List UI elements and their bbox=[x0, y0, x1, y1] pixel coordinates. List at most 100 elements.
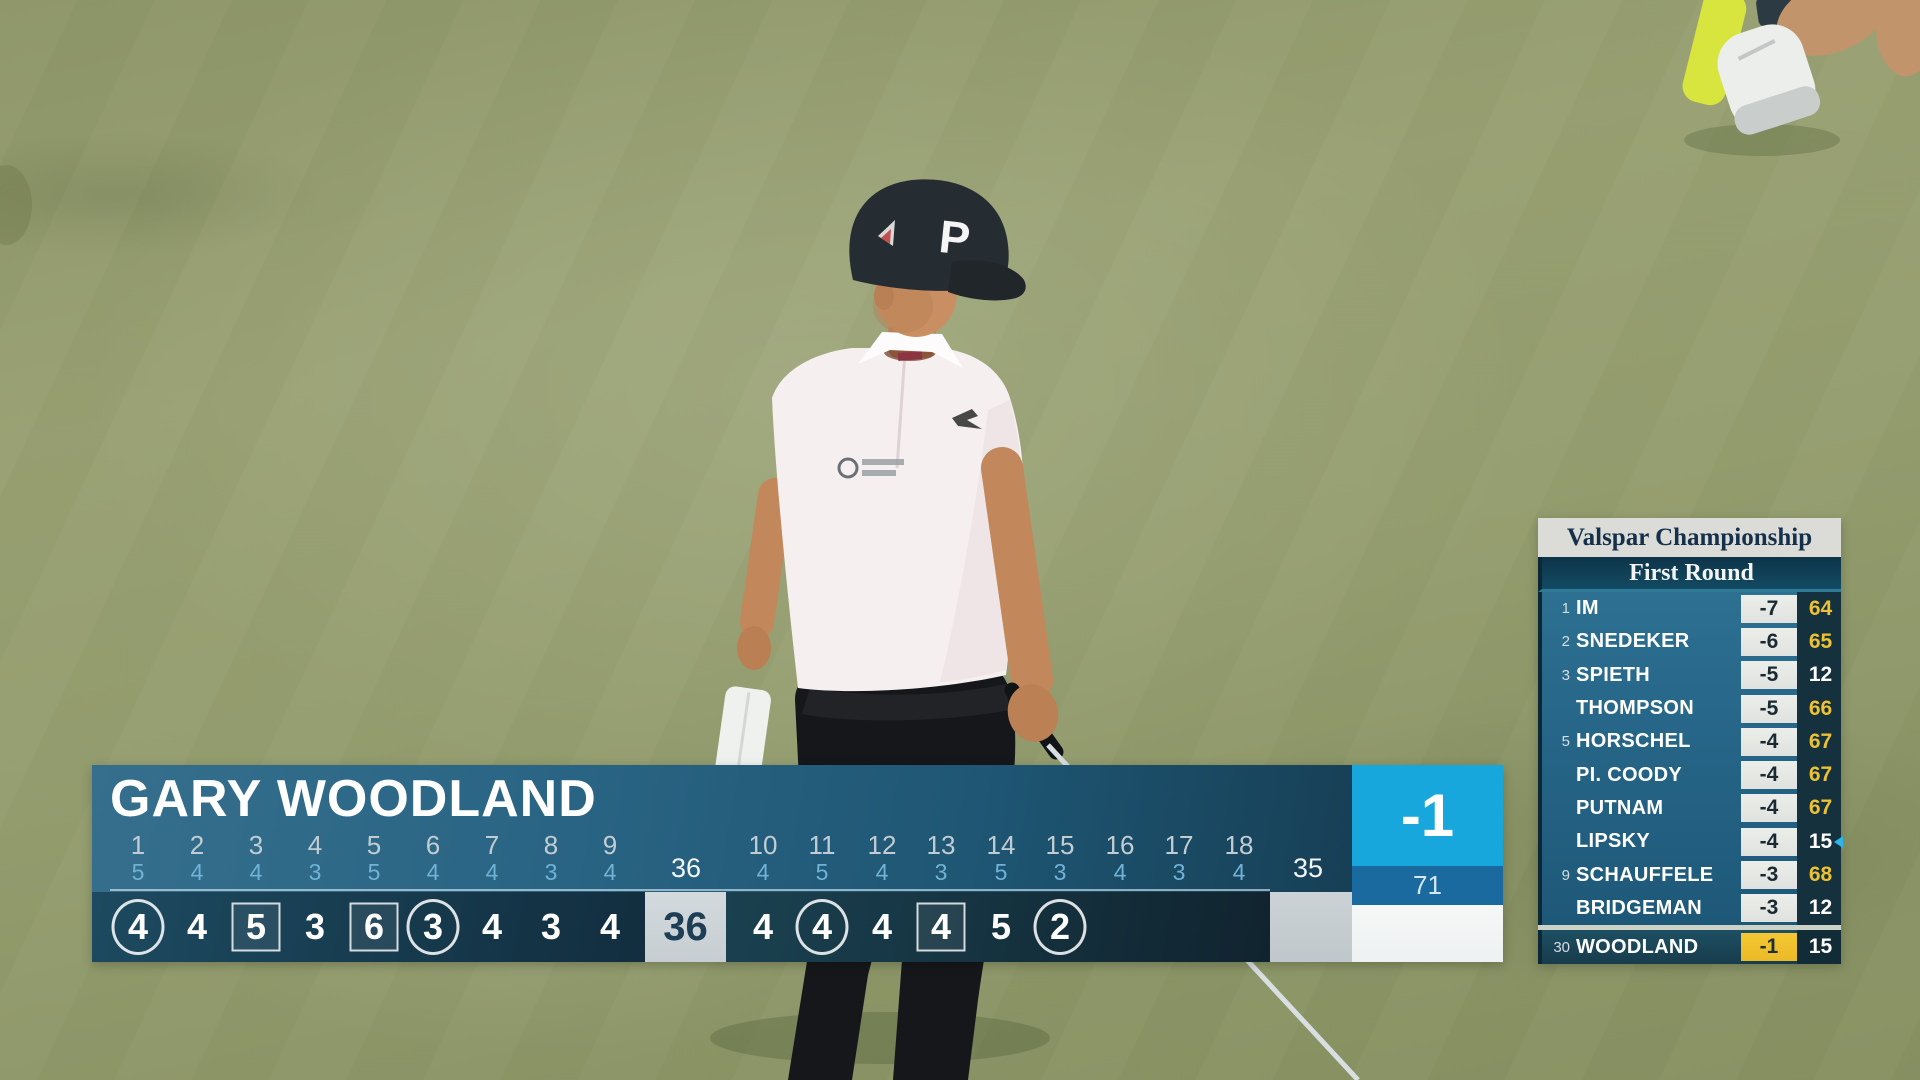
scorecard-player-name: GARY WOODLAND bbox=[110, 770, 597, 828]
player-name: HORSCHEL bbox=[1576, 730, 1691, 753]
score-cell bbox=[1090, 892, 1150, 962]
score-cell: 3 bbox=[304, 906, 326, 947]
golfer-shadow bbox=[710, 1012, 1050, 1064]
button-placket bbox=[895, 351, 907, 469]
player-name: THOMPSON bbox=[1576, 697, 1694, 720]
score-badge: -5 bbox=[1741, 661, 1797, 690]
leaderboard-row: BRIDGEMAN -3 12 bbox=[1542, 892, 1841, 925]
leaderboard-separator bbox=[1538, 925, 1841, 930]
score-badge: -6 bbox=[1741, 627, 1797, 656]
leaderboard-rows: 1 IM -7 64 2 SNEDEKER -6 65 3 SPIETH -5 12 THOMPS… bbox=[1538, 592, 1843, 925]
total-or-thru: 15 bbox=[1808, 935, 1833, 958]
current-player-arrow-icon bbox=[1834, 835, 1843, 848]
score-cell: 4 bbox=[108, 892, 168, 962]
sponsor-logo bbox=[837, 457, 859, 479]
white-sneaker bbox=[1717, 24, 1821, 135]
player-name: WOODLAND bbox=[1576, 935, 1699, 958]
score-cell: 2 bbox=[1030, 892, 1090, 962]
position: 1 bbox=[1561, 600, 1570, 618]
cap-brim bbox=[948, 260, 1026, 301]
featured-player-row: 30 WOODLAND -1 15 bbox=[1538, 930, 1841, 964]
cap-side-logo-red bbox=[881, 229, 891, 244]
score-to-par-badge: -1 bbox=[1352, 765, 1503, 866]
score-cell bbox=[1149, 892, 1209, 962]
total-or-thru: 65 bbox=[1808, 629, 1833, 653]
player-name: SNEDEKER bbox=[1576, 630, 1690, 653]
hole-cell: 17 3 bbox=[1164, 830, 1194, 885]
score-badge: -4 bbox=[1741, 727, 1797, 756]
score-cell: 4 bbox=[186, 906, 208, 947]
course-par-total: 71 bbox=[1352, 866, 1503, 905]
sponsor-text-line bbox=[862, 470, 896, 476]
score-badge: -7 bbox=[1741, 594, 1797, 623]
player-name: SPIETH bbox=[1576, 663, 1651, 686]
grass-smudge bbox=[0, 165, 32, 245]
out-score-total: 36 bbox=[645, 892, 726, 962]
position: 30 bbox=[1553, 938, 1570, 956]
score-cell: 4 bbox=[871, 906, 893, 947]
total-or-thru: 12 bbox=[1808, 663, 1833, 687]
left-forearm bbox=[740, 478, 792, 639]
neon-shoe bbox=[1682, 0, 1747, 106]
leaderboard-row: PI. COODY -4 67 bbox=[1542, 758, 1841, 791]
out-par-total: 36 bbox=[670, 853, 702, 883]
hole-cell: 11 5 bbox=[808, 830, 836, 885]
hole-cell: 15 3 bbox=[1045, 830, 1075, 885]
left-hand bbox=[737, 626, 771, 670]
score-badge-gold: -1 bbox=[1741, 933, 1797, 961]
leaderboard-row: 3 SPIETH -5 12 bbox=[1542, 659, 1841, 692]
score-mark bbox=[349, 902, 399, 952]
right-hand bbox=[1007, 684, 1059, 742]
leaderboard-row: LIPSKY -4 15 bbox=[1542, 825, 1843, 858]
leaderboard-row: 2 SNEDEKER -6 65 bbox=[1542, 625, 1841, 658]
score-cell: 3 bbox=[403, 892, 463, 962]
total-or-thru: 12 bbox=[1808, 896, 1833, 920]
right-arm bbox=[981, 447, 1053, 701]
score-cell: 6 bbox=[344, 892, 404, 962]
score-mark bbox=[916, 902, 966, 952]
player-name: PUTNAM bbox=[1576, 796, 1664, 819]
leaderboard-row: 5 HORSCHEL -4 67 bbox=[1542, 725, 1841, 758]
walker-leg-2 bbox=[1876, 0, 1920, 76]
player-name: SCHAUFFELE bbox=[1576, 863, 1714, 886]
belt bbox=[802, 684, 1009, 721]
cap-letter: P bbox=[937, 210, 973, 265]
hole-cell: 10 4 bbox=[748, 830, 778, 885]
score-badge: -5 bbox=[1741, 694, 1797, 723]
score-cell: 4 bbox=[752, 906, 774, 947]
total-or-thru: 15 bbox=[1800, 830, 1843, 854]
score-cell: 4 bbox=[481, 906, 503, 947]
score-cell: 5 bbox=[990, 906, 1012, 947]
puma-logo bbox=[952, 409, 982, 429]
score-cell: 4 bbox=[599, 906, 621, 947]
sponsor-text-line bbox=[862, 459, 904, 465]
score-badge: -4 bbox=[1741, 827, 1797, 856]
score-badge: -4 bbox=[1741, 761, 1797, 790]
towel bbox=[715, 686, 771, 782]
position: 3 bbox=[1561, 666, 1570, 684]
player-name: IM bbox=[1576, 597, 1599, 620]
hole-cell: 16 4 bbox=[1105, 830, 1135, 885]
undershirt bbox=[897, 350, 923, 362]
round-subtitle: First Round bbox=[1538, 557, 1841, 592]
leaderboard-row: THOMPSON -5 66 bbox=[1542, 692, 1841, 725]
hole-cell: 13 3 bbox=[926, 830, 956, 885]
total-or-thru: 64 bbox=[1808, 596, 1833, 620]
score-mark bbox=[1033, 899, 1087, 955]
leaderboard-row: PUTNAM -4 67 bbox=[1542, 792, 1841, 825]
in-par-total: 35 bbox=[1292, 853, 1324, 883]
score-cell: 3 bbox=[540, 906, 562, 947]
score-cell: 5 bbox=[226, 892, 286, 962]
score-cell: 4 bbox=[911, 892, 971, 962]
in-score-total-empty bbox=[1270, 892, 1352, 962]
collar bbox=[858, 332, 963, 368]
hole-cell: 14 5 bbox=[986, 830, 1016, 885]
total-or-thru: 68 bbox=[1808, 863, 1833, 887]
